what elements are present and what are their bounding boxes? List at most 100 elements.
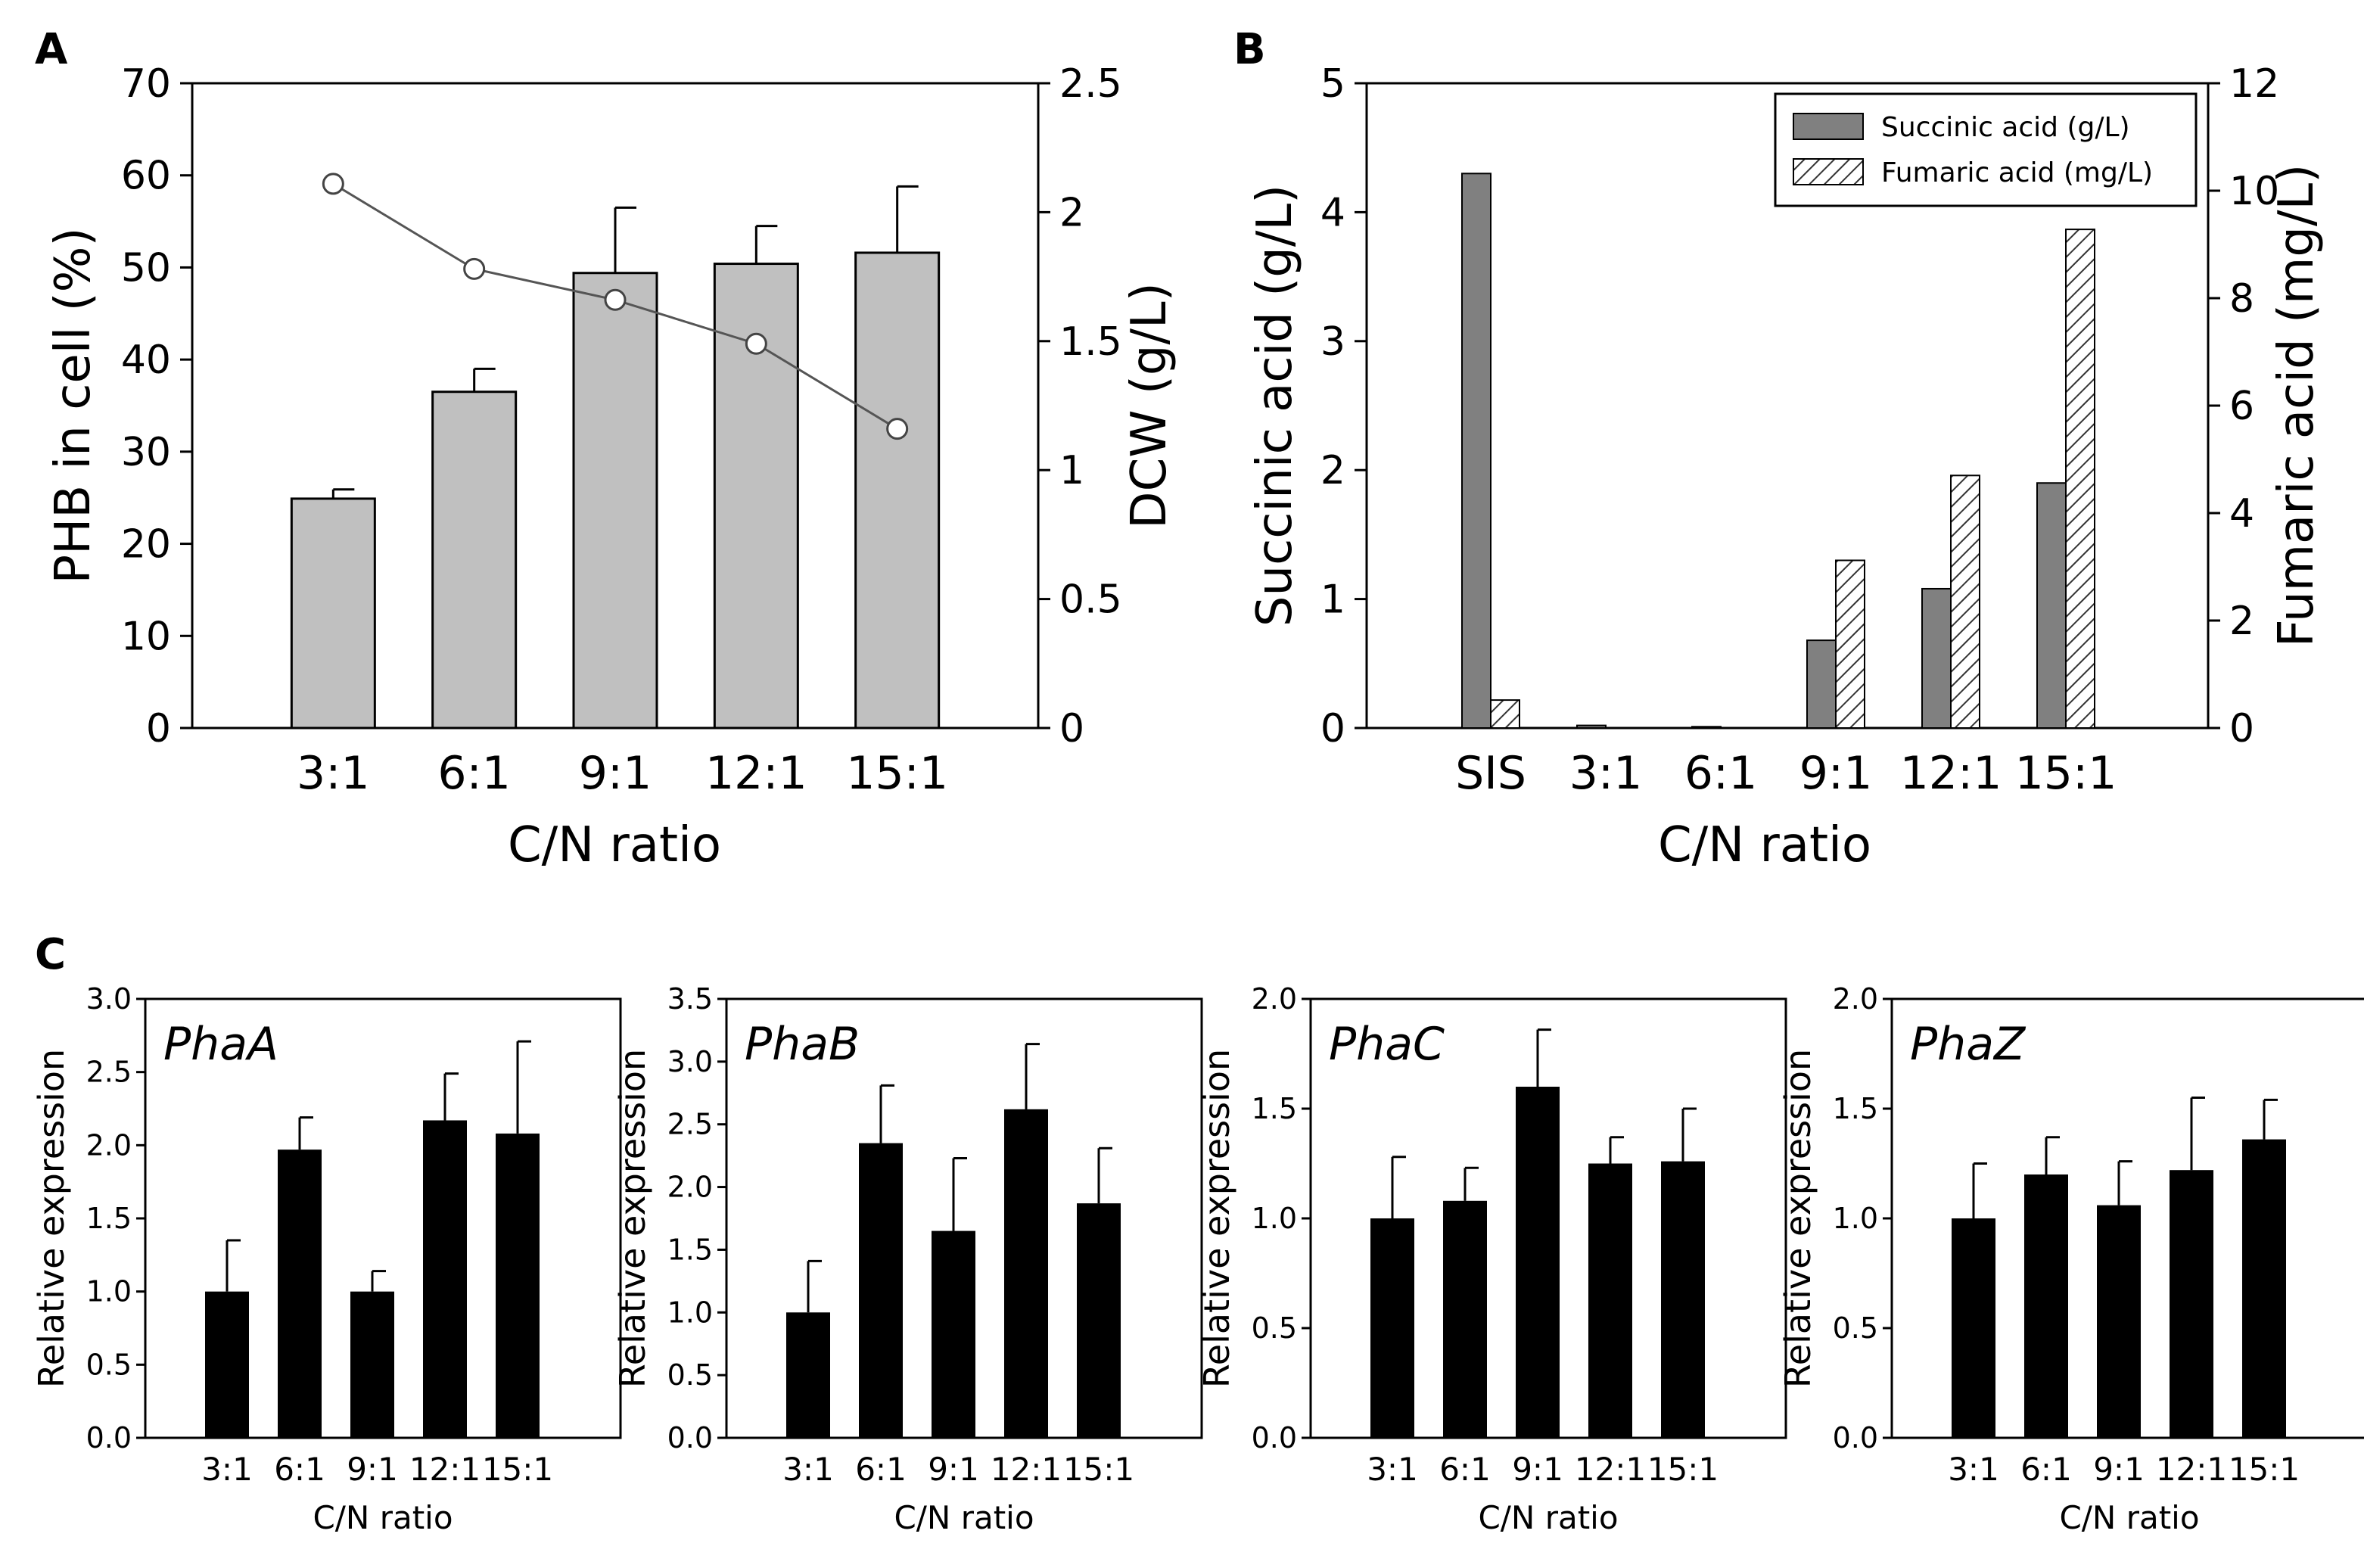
panel-c: C PhaA 0.0 0.5 1.0 1.5 2.0 2.5 3.0 3:1 6:1 9:1 12:1… bbox=[31, 930, 2364, 1536]
bar-succinic-15-1 bbox=[2036, 482, 2067, 729]
tick-label-phaz-1-0: 1.0 bbox=[1833, 1202, 1878, 1235]
tick-label-right-12: 12 bbox=[2229, 61, 2279, 107]
dcw-point-3-1 bbox=[322, 173, 344, 195]
gene-label-phab: PhaB bbox=[745, 1018, 860, 1071]
bar-fumaric-9-1 bbox=[1835, 559, 1865, 729]
x-axis-title-phab: C/N ratio bbox=[894, 1499, 1034, 1536]
bar-fumaric-sis bbox=[1490, 699, 1520, 730]
tick-label-left-40: 40 bbox=[121, 338, 171, 383]
right-axis-ticks-a: 0 0.5 1 1.5 2 2.5 bbox=[1038, 61, 1122, 751]
bar-phac-12-1 bbox=[1588, 1163, 1632, 1438]
x-tick-label-phaz-9-1: 9:1 bbox=[2093, 1451, 2145, 1488]
bar-phaz-3-1 bbox=[1952, 1218, 1995, 1438]
tick-label-phac-2-0: 2.0 bbox=[1252, 982, 1297, 1016]
x-tick-label-phab-12-1: 12:1 bbox=[991, 1451, 1062, 1488]
tick-label-right-2: 2 bbox=[1059, 190, 1084, 235]
tick-label-phaz-0-5: 0.5 bbox=[1833, 1311, 1878, 1345]
y2-axis-title-b: Fumaric acid (mg/L) bbox=[2269, 164, 2325, 647]
tick-label-phaz-0-0: 0.0 bbox=[1833, 1421, 1878, 1454]
bar-succinic-9-1 bbox=[1806, 639, 1837, 729]
tick-label-left-10: 10 bbox=[121, 614, 171, 659]
x-tick-label-phab-15-1: 15:1 bbox=[1063, 1451, 1134, 1488]
panel-label-a: A bbox=[35, 25, 68, 74]
x-tick-label-12-1: 12:1 bbox=[1900, 747, 2002, 800]
tick-label-left-0: 0 bbox=[146, 706, 171, 751]
x-tick-label-phab-9-1: 9:1 bbox=[928, 1451, 979, 1488]
tick-label-left-2: 2 bbox=[1320, 448, 1345, 493]
x-tick-label-phaz-6-1: 6:1 bbox=[2020, 1451, 2072, 1488]
x-tick-label-3-1: 3:1 bbox=[297, 747, 370, 800]
bar-phab-12-1 bbox=[1004, 1109, 1048, 1438]
bar-phb-6-1 bbox=[431, 390, 518, 730]
x-axis-title-phac: C/N ratio bbox=[1478, 1499, 1618, 1536]
subplot-phac: PhaC 0.0 0.5 1.0 1.5 2.0 3:1 6:1 9:1 12:1 15:1 C/N … bbox=[1196, 982, 1787, 1536]
x-tick-label-phac-12-1: 12:1 bbox=[1575, 1451, 1646, 1488]
y-axis-title-phab: Relative expression bbox=[612, 1049, 653, 1388]
bar-phaz-6-1 bbox=[2024, 1174, 2068, 1438]
tick-label-phab-3-5: 3.5 bbox=[667, 982, 713, 1016]
tick-label-right-1: 1 bbox=[1059, 448, 1084, 493]
y-axis-title-phaa: Relative expression bbox=[31, 1049, 72, 1388]
gene-label-phac: PhaC bbox=[1329, 1018, 1445, 1071]
x-tick-label-phaz-3-1: 3:1 bbox=[1948, 1451, 1999, 1488]
tick-label-right-2: 2 bbox=[2229, 599, 2254, 644]
tick-label-phac-0-5: 0.5 bbox=[1252, 1311, 1297, 1345]
bar-phab-15-1 bbox=[1077, 1203, 1121, 1438]
x-tick-label-phaa-15-1: 15:1 bbox=[482, 1451, 553, 1488]
bar-phaz-12-1 bbox=[2170, 1170, 2213, 1438]
y-axis-title-a: PHB in cell (%) bbox=[45, 228, 101, 584]
x-axis-title-phaz: C/N ratio bbox=[2059, 1499, 2199, 1536]
y-axis-title-phaz: Relative expression bbox=[1778, 1049, 1818, 1388]
tick-label-phaa-1-5: 1.5 bbox=[86, 1202, 132, 1235]
y-axis-title-b: Succinic acid (g/L) bbox=[1247, 185, 1303, 627]
gene-label-phaz: PhaZ bbox=[1910, 1018, 2027, 1071]
legend-box bbox=[1774, 92, 2198, 207]
bar-fumaric-15-1 bbox=[2065, 229, 2095, 729]
subplot-phaa: PhaA 0.0 0.5 1.0 1.5 2.0 2.5 3.0 3:1 6:1 9:1 12:1 15… bbox=[31, 982, 622, 1536]
x-tick-label-sis: SIS bbox=[1455, 747, 1526, 800]
line-series-dcw bbox=[322, 173, 909, 440]
bar-succinic-6-1 bbox=[1691, 726, 1722, 730]
x-tick-label-6-1: 6:1 bbox=[437, 747, 511, 800]
tick-label-right-6: 6 bbox=[2229, 384, 2254, 429]
tick-label-phab-3-0: 3.0 bbox=[667, 1045, 713, 1078]
tick-label-phaa-0-0: 0.0 bbox=[86, 1421, 132, 1454]
tick-label-left-70: 70 bbox=[121, 61, 171, 107]
left-axis-ticks-a: 0 10 20 30 40 50 60 70 bbox=[121, 61, 192, 751]
x-tick-label-phac-9-1: 9:1 bbox=[1512, 1451, 1563, 1488]
bar-phaa-15-1 bbox=[496, 1133, 540, 1438]
x-tick-label-phaa-9-1: 9:1 bbox=[347, 1451, 398, 1488]
legend-swatch-succinic bbox=[1793, 113, 1864, 140]
bar-phb-15-1 bbox=[854, 251, 941, 730]
tick-label-right-0: 0 bbox=[1059, 706, 1084, 751]
legend-b: Succinic acid (g/L) Fumaric acid (mg/L) bbox=[1774, 92, 2198, 207]
x-tick-label-15-1: 15:1 bbox=[2015, 747, 2117, 800]
tick-label-right-8: 8 bbox=[2229, 276, 2254, 322]
tick-label-left-5: 5 bbox=[1320, 61, 1345, 107]
tick-label-phab-2-5: 2.5 bbox=[667, 1108, 713, 1141]
bar-phaa-3-1 bbox=[205, 1291, 249, 1438]
panel-label-b: B bbox=[1233, 25, 1266, 74]
tick-label-left-50: 50 bbox=[121, 245, 171, 291]
legend-label-fumaric: Fumaric acid (mg/L) bbox=[1881, 157, 2153, 188]
tick-label-phab-1-0: 1.0 bbox=[667, 1296, 713, 1329]
bar-succinic-3-1 bbox=[1576, 724, 1607, 729]
y2-axis-title-a: DCW (g/L) bbox=[1121, 282, 1177, 528]
x-tick-label-phaz-15-1: 15:1 bbox=[2229, 1451, 2300, 1488]
legend-label-succinic: Succinic acid (g/L) bbox=[1881, 112, 2130, 143]
bar-series-acids bbox=[1461, 173, 2095, 730]
x-tick-label-15-1: 15:1 bbox=[846, 747, 948, 800]
tick-label-phaz-1-5: 1.5 bbox=[1833, 1092, 1878, 1125]
tick-label-left-4: 4 bbox=[1320, 190, 1345, 235]
y-axis-title-phac: Relative expression bbox=[1196, 1049, 1237, 1388]
right-axis-ticks-b: 0 2 4 6 8 10 12 bbox=[2208, 61, 2279, 751]
gene-label-phaa: PhaA bbox=[163, 1018, 278, 1071]
x-tick-label-phac-3-1: 3:1 bbox=[1367, 1451, 1418, 1488]
tick-label-phaa-2-5: 2.5 bbox=[86, 1056, 132, 1089]
bar-phac-3-1 bbox=[1370, 1218, 1414, 1438]
x-axis-title-b: C/N ratio bbox=[1658, 817, 1871, 873]
x-tick-label-phaa-12-1: 12:1 bbox=[409, 1451, 481, 1488]
tick-label-phac-1-5: 1.5 bbox=[1252, 1092, 1297, 1125]
tick-label-phab-0-5: 0.5 bbox=[667, 1358, 713, 1392]
